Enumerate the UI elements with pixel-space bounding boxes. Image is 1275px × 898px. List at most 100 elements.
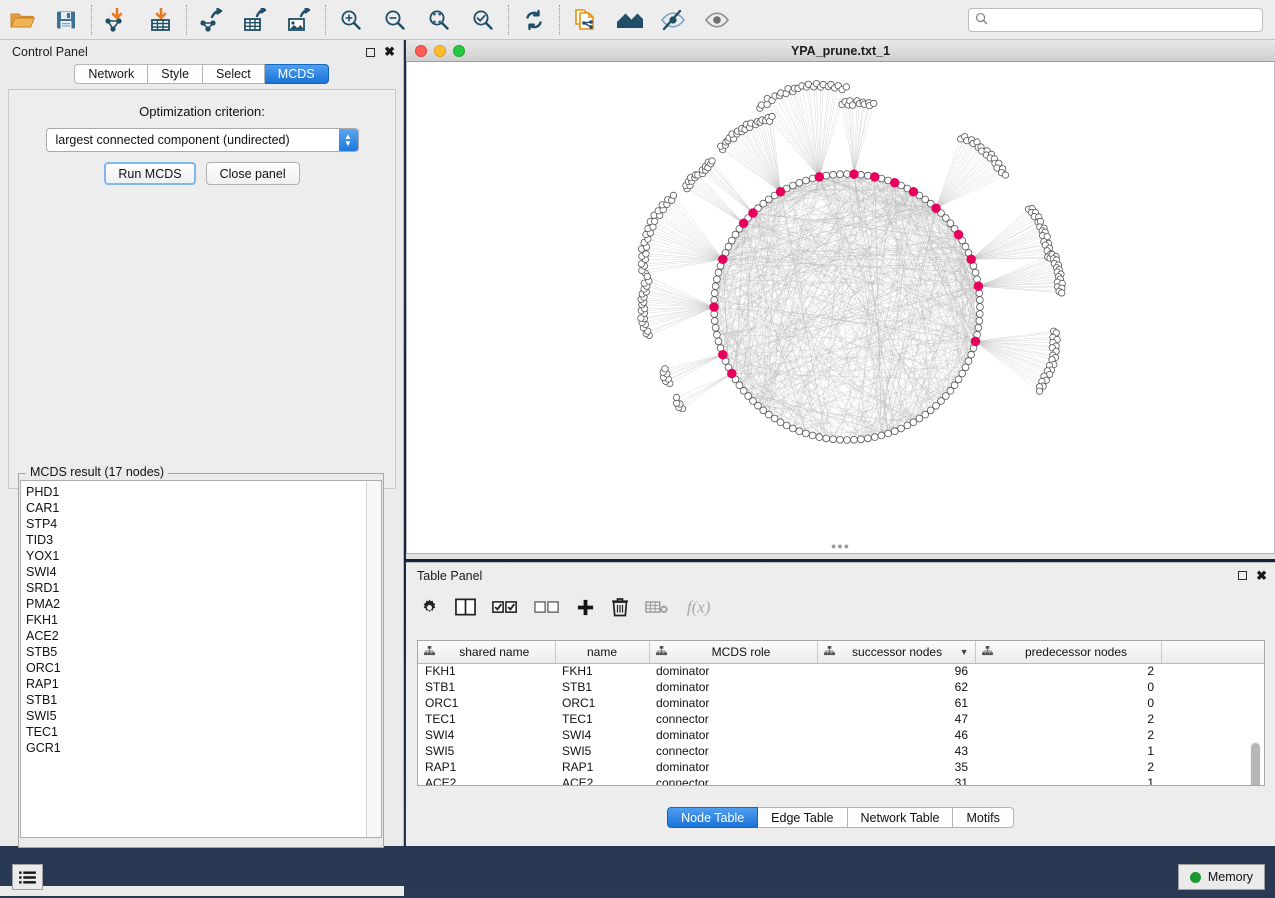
window-close-button[interactable] bbox=[415, 44, 427, 57]
cell-shared-name: ORC1 bbox=[425, 696, 459, 710]
sort-desc-chevron-icon[interactable]: ▼ bbox=[959, 646, 969, 657]
tab-motifs[interactable]: Motifs bbox=[953, 807, 1014, 828]
hide-selected-icon[interactable] bbox=[651, 1, 695, 39]
export-table-icon[interactable] bbox=[234, 1, 278, 39]
node-table[interactable]: shared name name MCDS role bbox=[417, 640, 1265, 786]
delete-table-icon[interactable] bbox=[645, 594, 669, 620]
table-vertical-scrollbar[interactable] bbox=[1250, 741, 1261, 785]
deselect-all-checkboxes-icon[interactable] bbox=[534, 594, 560, 620]
window-minimize-button[interactable] bbox=[434, 44, 446, 57]
mcds-result-item[interactable]: TEC1 bbox=[26, 725, 58, 739]
table-row[interactable]: SWI4 SWI4 dominator 46 2 bbox=[418, 727, 1264, 743]
mcds-result-listbox[interactable]: PHD1 CAR1 STP4 TID3 YOX1 SWI4 SRD1 PMA2 FKH1 ACE2… bbox=[20, 480, 382, 838]
network-canvas[interactable]: ●●● bbox=[406, 62, 1275, 554]
annotation-icon[interactable] bbox=[607, 1, 651, 39]
mcds-result-scrollbar[interactable] bbox=[366, 481, 381, 837]
column-header-successor-nodes[interactable]: successor nodes ▼ bbox=[817, 641, 976, 664]
mcds-result-item[interactable]: SRD1 bbox=[26, 581, 60, 595]
cell-name: RAP1 bbox=[562, 760, 594, 774]
chevron-updown-icon: ▲ ▼ bbox=[338, 129, 358, 151]
column-header-name[interactable]: name bbox=[555, 641, 650, 664]
mcds-result-item[interactable]: FKH1 bbox=[26, 613, 58, 627]
mcds-result-item[interactable]: STP4 bbox=[26, 517, 58, 531]
mcds-result-item[interactable]: PHD1 bbox=[26, 485, 60, 499]
tab-mcds[interactable]: MCDS bbox=[264, 64, 329, 84]
toolbar-divider-4 bbox=[508, 4, 509, 35]
scrollbar-thumb[interactable] bbox=[1251, 743, 1260, 785]
memory-status-button[interactable]: Memory bbox=[1177, 864, 1265, 890]
select-all-checkboxes-icon[interactable] bbox=[492, 594, 518, 620]
mcds-result-item[interactable]: PMA2 bbox=[26, 597, 61, 611]
tab-select[interactable]: Select bbox=[203, 64, 265, 84]
add-column-icon[interactable] bbox=[576, 594, 595, 620]
mcds-result-item[interactable]: STB1 bbox=[26, 693, 58, 707]
mcds-result-item[interactable]: YOX1 bbox=[26, 549, 60, 563]
show-all-icon[interactable] bbox=[695, 1, 739, 39]
mcds-result-item[interactable]: SWI4 bbox=[26, 565, 57, 579]
window-zoom-button[interactable] bbox=[453, 44, 465, 57]
optimization-criterion-select[interactable]: largest connected component (undirected)… bbox=[45, 128, 359, 152]
mcds-result-item[interactable]: RAP1 bbox=[26, 677, 59, 691]
mcds-result-item[interactable]: STB5 bbox=[26, 645, 58, 659]
zoom-selected-icon[interactable] bbox=[461, 1, 505, 39]
network-graph[interactable] bbox=[407, 62, 1275, 554]
cell-mcds-role: connector bbox=[656, 776, 709, 786]
tab-network-table[interactable]: Network Table bbox=[847, 807, 954, 828]
mcds-result-item[interactable]: GCR1 bbox=[26, 741, 61, 755]
cell-successor-nodes: 96 bbox=[954, 664, 968, 679]
memory-status-dot bbox=[1189, 871, 1201, 883]
refresh-icon[interactable] bbox=[512, 1, 556, 39]
run-mcds-button[interactable]: Run MCDS bbox=[104, 162, 196, 185]
column-header-mcds-role[interactable]: MCDS role bbox=[649, 641, 818, 664]
maximize-icon[interactable] bbox=[1238, 571, 1248, 580]
cell-successor-nodes: 62 bbox=[954, 680, 968, 694]
table-row[interactable]: FKH1 FKH1 dominator 96 2 bbox=[418, 663, 1264, 679]
open-folder-icon[interactable] bbox=[0, 1, 44, 39]
tab-style[interactable]: Style bbox=[148, 64, 204, 84]
table-row[interactable]: SWI5 SWI5 connector 43 1 bbox=[418, 743, 1264, 759]
maximize-icon[interactable] bbox=[366, 47, 376, 57]
import-table-icon[interactable] bbox=[139, 1, 183, 39]
save-icon[interactable] bbox=[44, 1, 88, 39]
import-network-icon[interactable] bbox=[95, 1, 139, 39]
tab-network[interactable]: Network bbox=[74, 64, 149, 84]
table-row[interactable]: STB1 STB1 dominator 62 0 bbox=[418, 679, 1264, 695]
search-input[interactable] bbox=[992, 11, 1256, 28]
split-columns-icon[interactable] bbox=[455, 594, 476, 620]
export-network-icon[interactable] bbox=[190, 1, 234, 39]
table-row[interactable]: ACE2 ACE2 connector 31 1 bbox=[418, 775, 1264, 786]
cell-filler bbox=[1161, 775, 1264, 785]
table-row[interactable]: TEC1 TEC1 connector 47 2 bbox=[418, 711, 1264, 727]
mcds-result-item[interactable]: ACE2 bbox=[26, 629, 59, 643]
close-icon[interactable]: ✖ bbox=[384, 44, 395, 59]
function-builder-icon[interactable]: f(x) bbox=[685, 594, 719, 620]
cell-mcds-role: dominator bbox=[656, 728, 710, 742]
new-network-from-selection-icon[interactable] bbox=[563, 1, 607, 39]
mcds-result-item[interactable]: CAR1 bbox=[26, 501, 60, 515]
mcds-result-item[interactable]: TID3 bbox=[26, 533, 54, 547]
table-row[interactable]: ORC1 ORC1 dominator 61 0 bbox=[418, 695, 1264, 711]
zoom-fit-icon[interactable] bbox=[417, 1, 461, 39]
close-icon[interactable]: ✖ bbox=[1256, 567, 1267, 583]
export-image-icon[interactable] bbox=[278, 1, 322, 39]
settings-gear-icon[interactable] bbox=[420, 594, 439, 620]
cell-predecessor-nodes: 2 bbox=[1147, 728, 1154, 742]
cell-filler bbox=[1161, 695, 1264, 711]
delete-column-icon[interactable] bbox=[611, 594, 629, 620]
close-panel-button[interactable]: Close panel bbox=[205, 162, 300, 185]
cell-name: FKH1 bbox=[562, 664, 593, 679]
column-header-shared-name[interactable]: shared name bbox=[418, 641, 556, 664]
tab-edge-table[interactable]: Edge Table bbox=[758, 807, 848, 828]
resize-grip[interactable]: ●●● bbox=[830, 541, 851, 551]
column-header-predecessor-nodes[interactable]: predecessor nodes bbox=[975, 641, 1162, 664]
mcds-result-item[interactable]: ORC1 bbox=[26, 661, 61, 675]
search-box[interactable] bbox=[968, 7, 1263, 32]
task-list-icon[interactable] bbox=[12, 864, 43, 890]
mcds-result-list[interactable]: PHD1 CAR1 STP4 TID3 YOX1 SWI4 SRD1 PMA2 FKH1 ACE2… bbox=[21, 481, 366, 837]
main-toolbar bbox=[0, 0, 1275, 40]
zoom-out-icon[interactable] bbox=[373, 1, 417, 39]
tab-node-table[interactable]: Node Table bbox=[667, 807, 759, 828]
table-row[interactable]: RAP1 RAP1 dominator 35 2 bbox=[418, 759, 1264, 775]
zoom-in-icon[interactable] bbox=[329, 1, 373, 39]
mcds-result-item[interactable]: SWI5 bbox=[26, 709, 57, 723]
